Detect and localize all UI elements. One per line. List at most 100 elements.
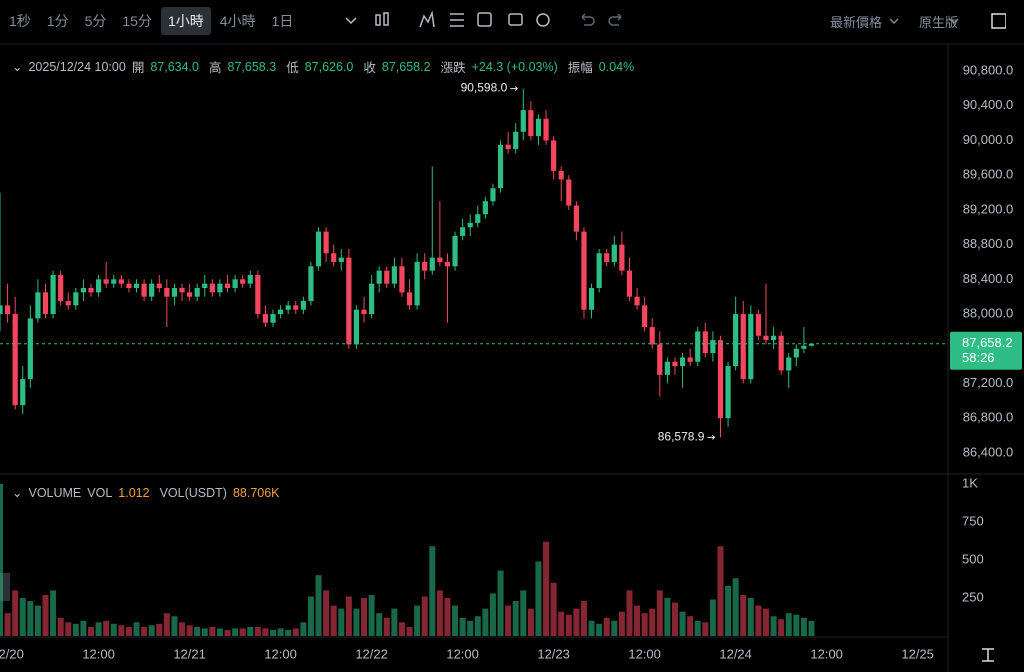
candle-body (80, 288, 87, 293)
header-label: 高 (209, 61, 222, 75)
candle-body (133, 283, 140, 289)
y-tick-label: 86,400.0 (963, 444, 1014, 459)
volume-bar (725, 585, 732, 636)
header-value: 88.706K (232, 485, 280, 500)
volume-bar (459, 617, 466, 636)
collapse[interactable]: ⌄ (12, 486, 23, 500)
volume-bar (95, 622, 102, 636)
candle-body (240, 279, 246, 284)
y-tick-label: 90,000.0 (963, 132, 1014, 147)
candle-type-icon[interactable] (375, 12, 389, 26)
candle-body (308, 266, 314, 302)
volume-bar (444, 597, 451, 636)
volume-header: ⌄ VOLUME VOL 1.012 VOL(USDT) 88.706K (12, 485, 284, 501)
candle-body (179, 288, 185, 293)
candle-body (634, 296, 640, 306)
candle-body (50, 274, 56, 315)
candle-body (687, 357, 693, 362)
candle-body (65, 301, 71, 306)
volume-bar (793, 614, 800, 636)
y-tick-label: 89,600.0 (963, 167, 1014, 182)
volume-bar (634, 605, 641, 636)
extreme-arrow (707, 435, 716, 440)
volume-bar (406, 626, 413, 636)
y-tick-label: 88,400.0 (963, 271, 1014, 286)
candle-body (429, 257, 435, 271)
side-tab[interactable] (0, 573, 10, 601)
volume-bar (34, 605, 41, 636)
candle-body (376, 270, 382, 284)
interval-button[interactable]: 1小時 (160, 7, 211, 35)
volume-bar (740, 594, 747, 636)
candle-body (20, 379, 26, 406)
header-value: 87,658.3 (227, 59, 277, 74)
interval-button[interactable]: 1日 (271, 13, 294, 29)
volume-bar (641, 613, 648, 636)
interval-button[interactable]: 15分 (122, 13, 152, 29)
volume-bar (808, 620, 815, 636)
candle-body (566, 179, 572, 206)
compare-icon[interactable] (508, 13, 523, 26)
volume-bar (186, 625, 193, 636)
drawing-icon[interactable] (450, 13, 464, 27)
volume-bar (558, 611, 565, 636)
candle-body (725, 366, 731, 419)
x-tick-label: 12:00 (810, 646, 843, 661)
candle-body (285, 305, 291, 310)
version[interactable]: 原生版 (919, 15, 959, 30)
settings-icon[interactable] (536, 13, 550, 27)
candle-body (793, 348, 799, 358)
interval-button[interactable]: 5分 (84, 13, 107, 29)
indicators-icon[interactable] (419, 10, 435, 28)
candle-body (467, 222, 473, 228)
candle-body (626, 270, 633, 297)
candle-body (406, 292, 413, 306)
candle-body (391, 266, 397, 284)
collapse[interactable]: ⌄ (12, 60, 23, 74)
volume-bar (361, 597, 368, 636)
candle-body (4, 305, 11, 315)
candle-body (649, 327, 655, 345)
interval-button[interactable]: 4小時 (219, 13, 256, 29)
x-tick-label: 12:00 (628, 646, 661, 661)
countdown: 58:26 (962, 350, 995, 365)
volume-bar (239, 628, 246, 636)
header-date: 2025/12/24 10:00 (28, 59, 126, 74)
fullscreen-icon[interactable] (991, 13, 1006, 29)
candle-body (497, 144, 504, 189)
volume-bar (72, 623, 79, 636)
volume-bar (785, 613, 792, 636)
template-icon[interactable] (477, 12, 492, 27)
volume-bar (88, 626, 95, 636)
interval-button[interactable]: 1秒 (9, 13, 31, 29)
price-type[interactable]: 最新價格 (830, 15, 883, 30)
candle-body (149, 283, 155, 297)
volume-bar (216, 628, 223, 636)
extreme-arrow (510, 86, 519, 91)
volume-bar (194, 626, 201, 636)
undo-icon[interactable] (581, 13, 595, 26)
y-tick-label: 88,800.0 (963, 236, 1014, 251)
more-intervals[interactable] (345, 17, 357, 25)
candle-body (664, 361, 670, 375)
volume-bar (512, 601, 519, 636)
redo-icon[interactable] (608, 13, 622, 26)
scale-icon[interactable] (982, 648, 994, 662)
volume-bar (611, 620, 618, 636)
volume-bar (694, 620, 701, 636)
toolbar-icons (345, 10, 622, 28)
volume-bar (565, 614, 572, 636)
candle-body (710, 340, 716, 354)
volume-bar (391, 608, 398, 636)
interval-button[interactable]: 1分 (46, 13, 69, 29)
candle-body (604, 253, 610, 262)
candle-body (0, 305, 3, 315)
candle-body (247, 274, 253, 284)
volume-bar (27, 601, 34, 636)
volume-bar (702, 622, 709, 636)
volume-bar (778, 619, 785, 636)
volume-tick-label: 750 (962, 513, 984, 528)
candle-body (679, 357, 686, 367)
volume-bar (762, 608, 769, 636)
